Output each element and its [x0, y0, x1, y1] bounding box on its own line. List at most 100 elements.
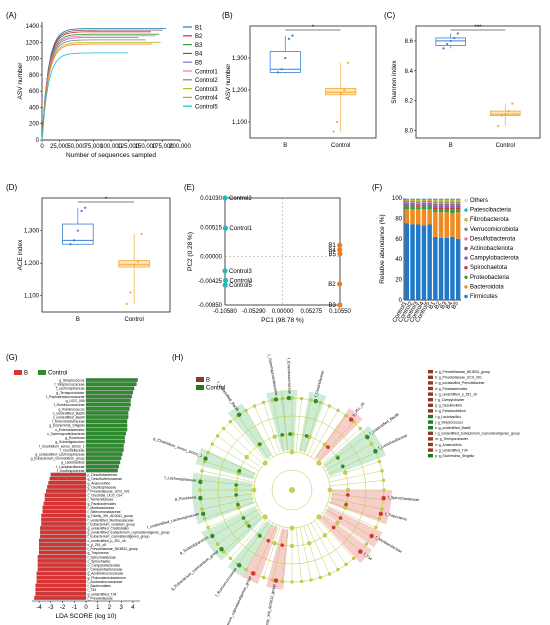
clade-label: f_Enterobacteriaceae: [286, 358, 291, 394]
bar-segment-desulfobacterota: [455, 203, 461, 205]
x-axis-title: LDA SCORE (log 10): [55, 613, 116, 620]
lda-bar-label: f_Bacteroidales: [87, 584, 111, 588]
significant-node: [344, 502, 348, 507]
lda-bar: [41, 518, 87, 522]
data-point: [140, 232, 143, 235]
tree-branch: [307, 524, 330, 575]
legend-label: Campylobacterota: [470, 256, 519, 262]
lda-bar-label: g_Family_XIII_AD3011_group: [88, 514, 133, 518]
data-point: [284, 56, 287, 60]
tree-branch: [201, 470, 255, 483]
data-point: [442, 47, 445, 50]
lda-bar-label: c_Clostridia_UCG_014: [88, 494, 123, 498]
clade-label: f_T34: [363, 552, 373, 561]
legend-swatch-b: [14, 370, 22, 375]
tree-leaf-node: [200, 507, 204, 511]
data-point: [133, 263, 136, 266]
significant-node: [365, 435, 370, 440]
lda-bar-label: f_Clostridium_sensu_stricto_1: [39, 444, 85, 448]
key-label: g: g_Desulfovibrio: [435, 404, 462, 408]
lda-bar: [41, 513, 87, 518]
key-swatch: [428, 381, 433, 385]
bar-segment-spirochaetota: [421, 205, 427, 207]
y-tick-label: 0.00000: [200, 255, 222, 261]
series-line-b1: [41, 28, 167, 141]
bar-segment-bacteroidota: [450, 213, 455, 237]
tree-leaf-node: [382, 488, 386, 492]
tree-node: [327, 487, 333, 493]
lda-bar: [85, 386, 135, 391]
bar-segment-proteobacteria: [404, 206, 410, 210]
data-point: [69, 243, 72, 246]
bar-segment-fibrobacterota: [455, 200, 461, 203]
tree-node: [262, 460, 268, 466]
lda-bar-label: g_Eubacterium_ruminantium_group: [31, 457, 85, 461]
data-point: [504, 113, 507, 116]
legend-swatch: [464, 266, 468, 270]
y-axis-title: Relative abundance (%): [379, 214, 386, 283]
key-label: k: g_unidentified_Bacilli: [435, 426, 471, 430]
key-swatch: [428, 442, 433, 447]
tree-branch: [303, 402, 321, 454]
lda-bar-label: g_Escherichia_Shigella: [49, 424, 84, 428]
series-line-control4: [41, 43, 153, 141]
tree-branch: [254, 524, 277, 575]
lda-bar: [85, 402, 131, 407]
tree-leaf-node: [336, 408, 340, 412]
bar-segment-desulfobacterota: [433, 203, 438, 205]
point-label: B1: [328, 243, 336, 249]
significant-node: [313, 398, 319, 404]
significant-node: [340, 464, 345, 469]
legend-label: B5: [195, 61, 203, 67]
tree-branch: [230, 421, 267, 462]
tree-branch: [307, 405, 330, 456]
legend-label: Control2: [195, 78, 218, 84]
x-tick-label: 200,000: [169, 144, 191, 150]
legend-swatch: [464, 237, 468, 241]
tree-leaf-node: [280, 396, 284, 401]
bar-segment-bacteroidota: [421, 209, 427, 226]
lda-bar-label: c_p_251_o5: [88, 543, 107, 547]
lda-bar: [38, 542, 87, 547]
panel-a-rarefaction: 0 200 400 600 800 1000 1200 1400 0 25,00050,00075…: [17, 22, 218, 159]
point-b2: [337, 281, 343, 287]
tree-leaf-node: [261, 575, 266, 580]
bar-segment-actinobacteriota: [421, 203, 427, 205]
data-point: [346, 61, 350, 64]
tree-branch: [282, 527, 289, 582]
lda-bar: [85, 448, 124, 452]
bar-segment-firmicutes: [416, 224, 421, 300]
lda-bar-label: f_Prevotellaceae_NK3B31_group: [87, 547, 138, 551]
significant-node: [250, 571, 256, 576]
bar-segment-others: [455, 198, 461, 200]
bar-segment-desulfobacterota: [444, 203, 449, 205]
bar-segment-fibrobacterota: [427, 200, 432, 202]
tree-node: [272, 541, 277, 546]
key-label: f: g_Campylobacter: [435, 398, 465, 402]
bar-segment-patescibacteria: [444, 199, 449, 201]
bar-segment-verrucomicrobiota: [444, 202, 449, 204]
x-tick-label: 3: [120, 605, 124, 611]
key-label: b: g_Prevotellaceae_UCG_001: [435, 376, 482, 380]
tree-branch: [272, 527, 285, 581]
lda-bar: [35, 587, 87, 592]
lda-bar: [49, 476, 87, 481]
y-tick-label: 0.01030: [200, 196, 222, 202]
lda-bar-label: f_Prevotellaceae_UCG_001: [87, 490, 129, 494]
point-label: B3: [328, 303, 336, 309]
tree-node: [289, 525, 295, 531]
clade-label: f_Ruminococcaceae: [215, 567, 238, 597]
x-tick-label: 125,000: [117, 144, 139, 150]
lda-bar-label: g_Ruminococcus: [58, 407, 84, 411]
bar-segment-proteobacteria: [421, 206, 427, 210]
tree-branch: [299, 399, 312, 453]
bar-segment-patescibacteria: [455, 199, 461, 201]
clade-label: f_unidentified_Lachnospiraceae: [147, 512, 200, 530]
lda-bar: [36, 571, 87, 576]
tree-leaf-node: [300, 396, 304, 401]
bar-segment-fibrobacterota: [433, 200, 438, 203]
legend-swatch: [464, 294, 468, 299]
tree-branch: [245, 522, 274, 570]
bar-segment-campylobacterota: [444, 205, 449, 208]
bar-segment-spirochaetota: [455, 207, 461, 210]
